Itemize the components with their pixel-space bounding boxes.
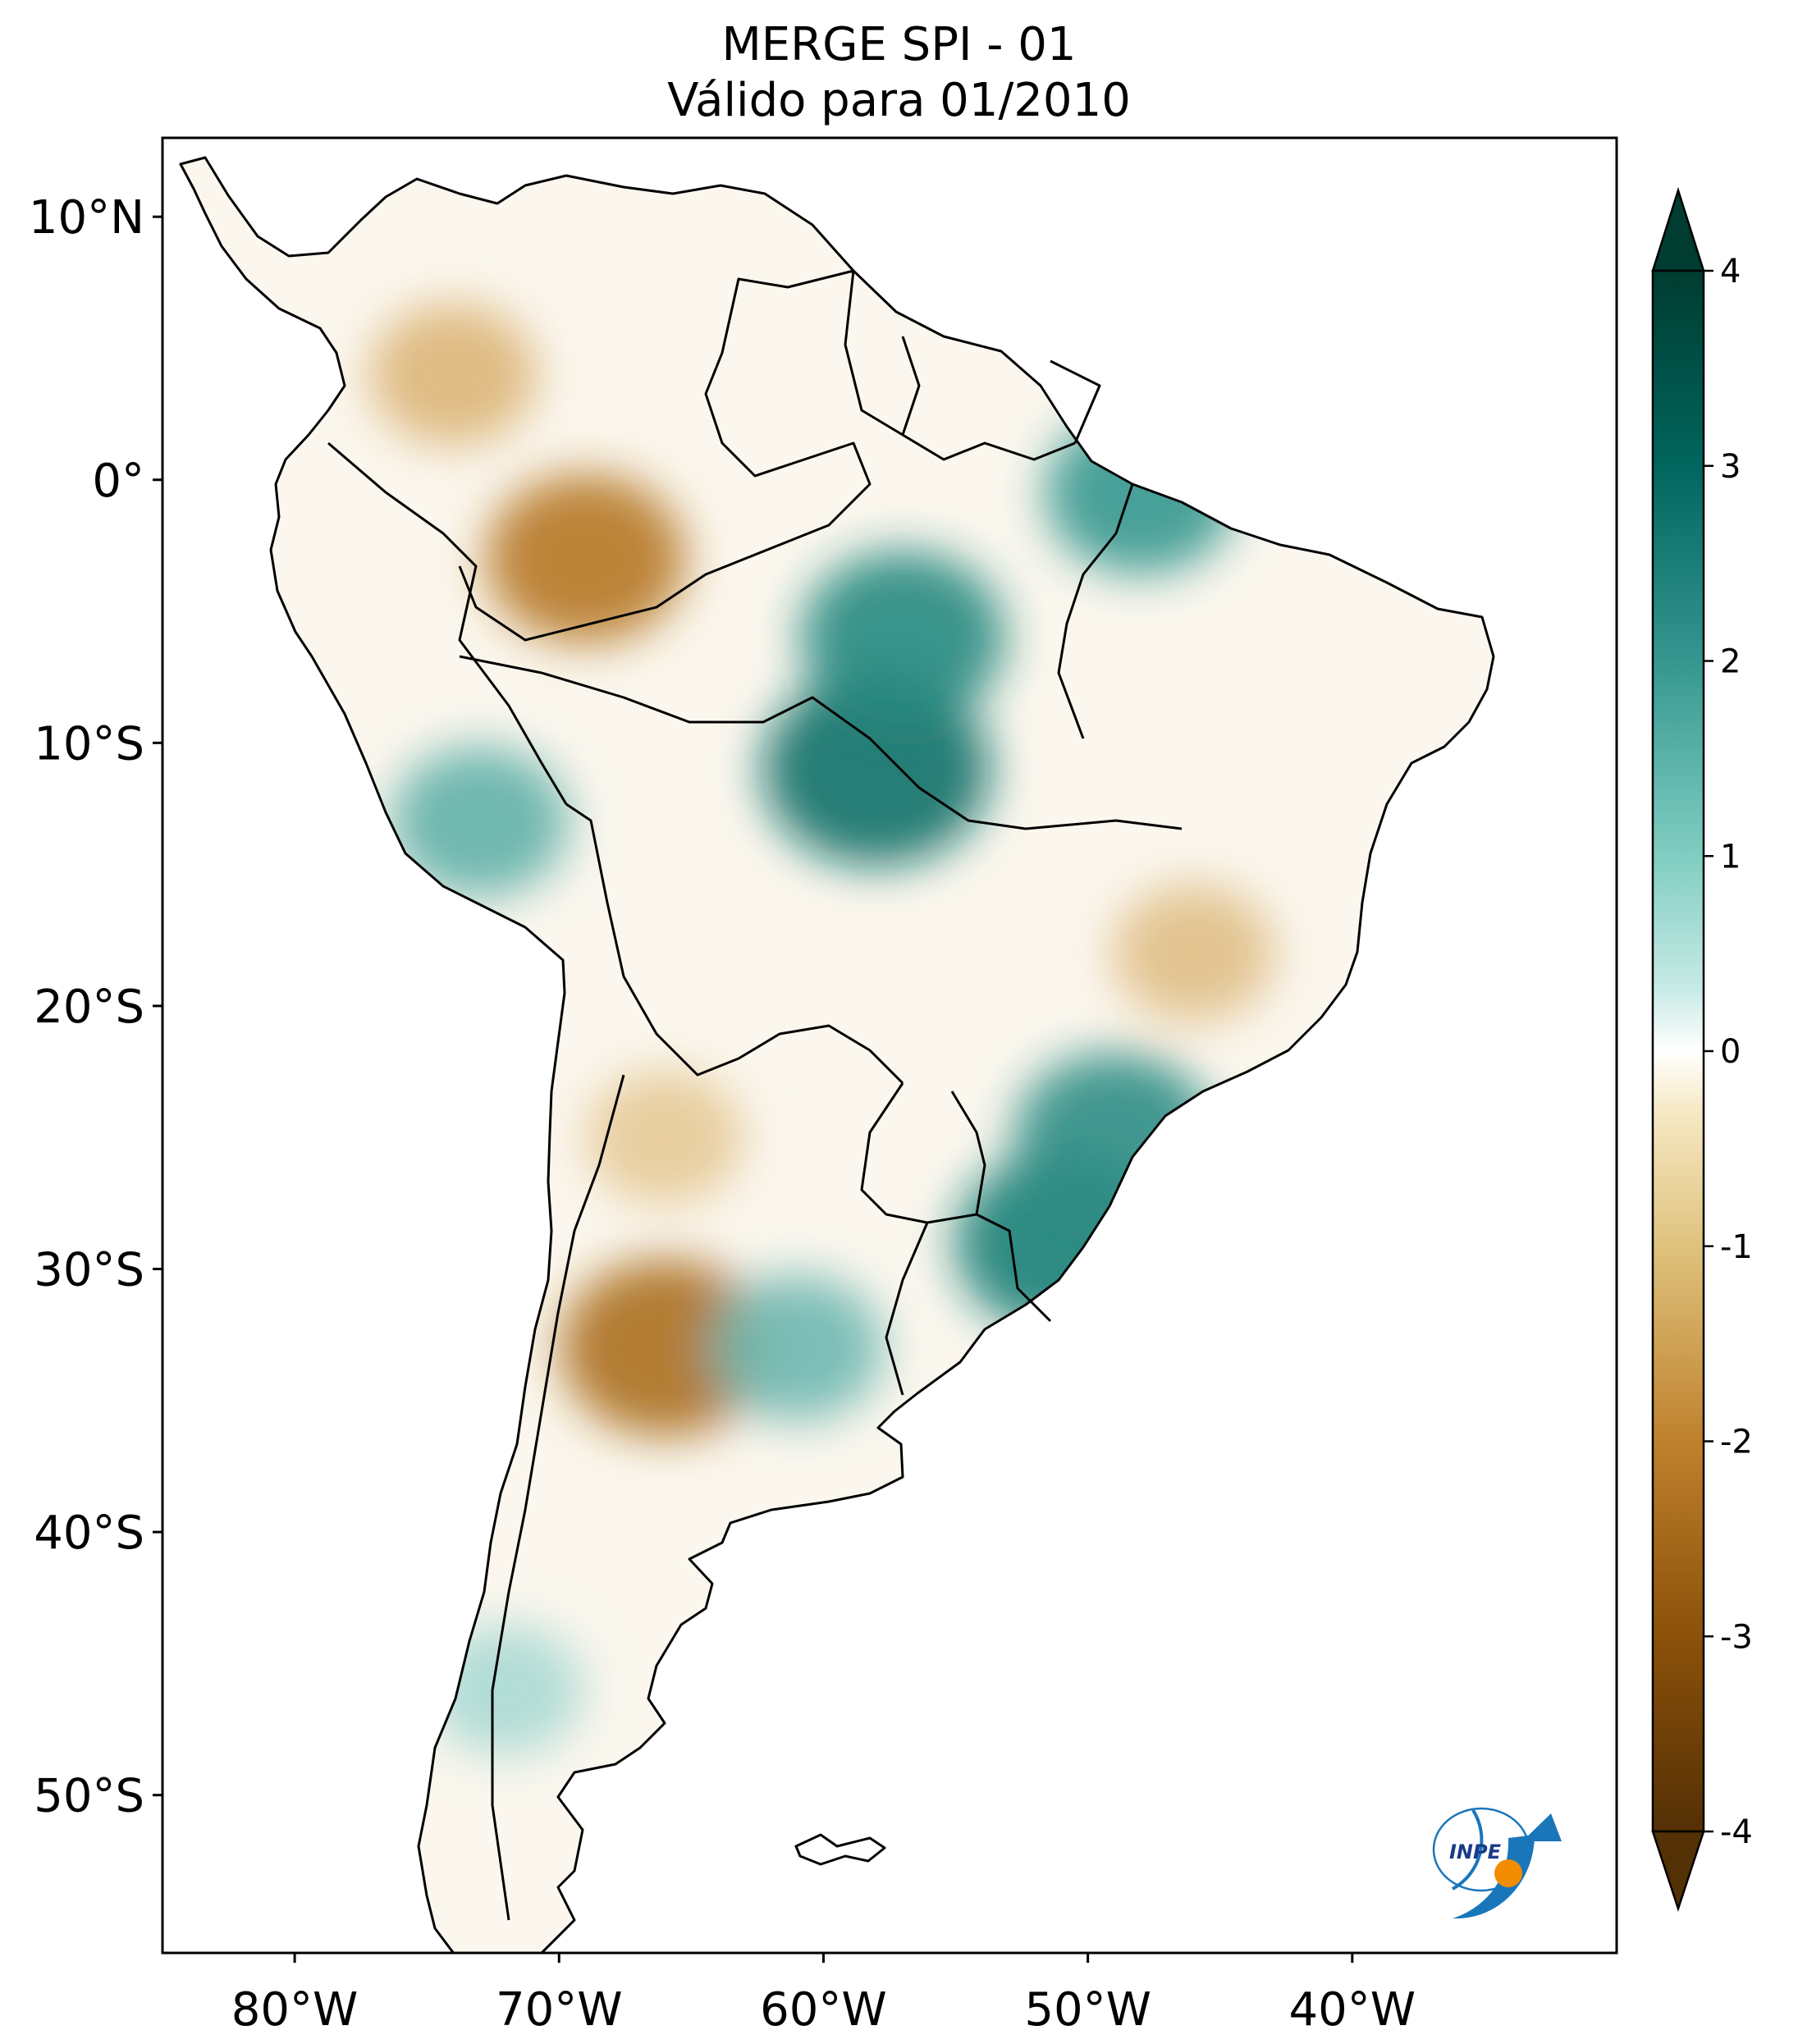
spi-anomaly-10: [391, 747, 569, 897]
spi-anomaly-5: [762, 672, 991, 867]
colorbar-tick-label: -2: [1720, 1424, 1753, 1461]
colorbar-tick-label: 3: [1720, 448, 1741, 486]
colorbar-tick-label: 1: [1720, 838, 1741, 876]
colorbar-tick-label: 2: [1720, 643, 1741, 681]
inpe-logo: INPE: [1432, 1807, 1562, 1919]
spi-anomaly-2: [560, 1259, 770, 1437]
lon-tick-label: 50°W: [1024, 1983, 1151, 2037]
spi-anomaly-1: [485, 473, 686, 644]
colorbar-tick-label: 0: [1720, 1033, 1741, 1071]
lat-tick-label: 30°S: [34, 1243, 144, 1296]
logo-orbit-icon: [1452, 1809, 1484, 1891]
colorbar-extend-min: [1651, 1830, 1705, 1912]
colorbar-body: [1651, 269, 1705, 1833]
lat-tick-label: 10°S: [34, 717, 144, 771]
spi-anomaly-11: [711, 1274, 884, 1421]
spi-anomaly-3: [1112, 884, 1275, 1023]
colorbar: 4 3 2 1 0 -1 -2 -3 -4: [1651, 186, 1753, 1912]
latitude-axis: 10°N 0° 10°S 20°S 30°S 40°S 50°S: [29, 191, 162, 1823]
logo-swoosh-icon: [1453, 1835, 1535, 1919]
logo-sun-icon: [1494, 1859, 1522, 1887]
lat-tick-label: 10°N: [29, 191, 144, 245]
lat-tick-label: 40°S: [34, 1507, 144, 1560]
spi-anomaly-4: [585, 1070, 744, 1205]
colorbar-tick-label: 4: [1720, 253, 1741, 290]
lon-tick-label: 70°W: [496, 1983, 623, 2037]
spi-anomaly-6: [800, 551, 1005, 725]
lon-tick-label: 80°W: [231, 1983, 359, 2037]
logo-ring-icon: [1432, 1807, 1530, 1892]
lat-tick-label: 20°S: [34, 981, 144, 1034]
map-title: MERGE SPI - 01: [721, 18, 1077, 71]
longitude-axis: 80°W 70°W 60°W 50°W 40°W: [231, 1953, 1416, 2037]
map-frame: [161, 136, 1618, 1955]
lat-tick-label: 50°S: [34, 1770, 144, 1823]
logo-arrow-icon: [1522, 1813, 1562, 1841]
country-borders: [327, 269, 1183, 1921]
colorbar-extend-max: [1651, 186, 1705, 272]
coastline: [179, 156, 1495, 1953]
colorbar-tick-label: -3: [1720, 1618, 1753, 1656]
lon-tick-label: 40°W: [1288, 1983, 1416, 2037]
logo-text: INPE: [1449, 1841, 1502, 1863]
lon-tick-label: 60°W: [760, 1983, 887, 2037]
spi-anomaly-12: [429, 1624, 583, 1755]
lat-tick-label: 0°: [92, 455, 144, 508]
map-subtitle: Válido para 01/2010: [667, 74, 1131, 127]
spi-anomaly-0: [369, 303, 538, 446]
falkland-islands: [794, 1833, 886, 1866]
colorbar-tick-label: -1: [1720, 1228, 1753, 1266]
colorbar-tick-label: -4: [1720, 1813, 1753, 1851]
